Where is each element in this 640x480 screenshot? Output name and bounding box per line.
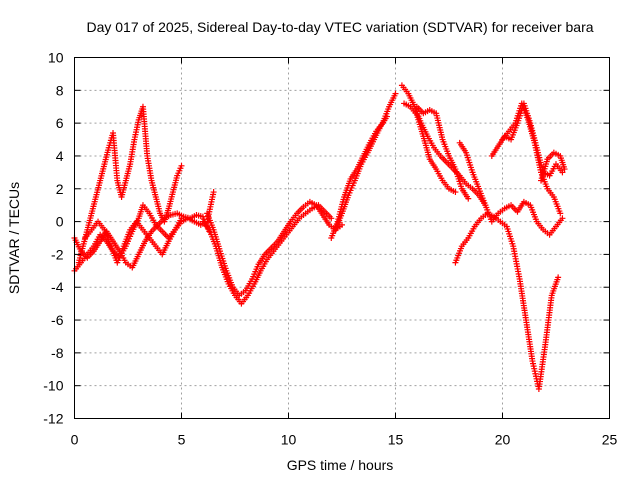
y-tick-label: -8 (51, 345, 64, 361)
x-axis-label: GPS time / hours (287, 457, 394, 473)
series-sat-11 (413, 103, 472, 202)
y-tick-label: -2 (51, 246, 64, 262)
data-point (557, 210, 564, 217)
y-tick-label: 0 (56, 214, 64, 230)
y-tick-label: -10 (43, 378, 63, 394)
chart-title: Day 017 of 2025, Sidereal Day-to-day VTE… (86, 19, 593, 35)
data-point (452, 189, 459, 196)
x-tick-label: 5 (178, 432, 186, 448)
data-point (465, 195, 472, 202)
data-point (561, 166, 568, 173)
data-marks (71, 82, 568, 392)
series-sat-08 (332, 113, 390, 233)
plot-frame (74, 57, 610, 419)
tick-labels: -12 -10 -8 -6 -4 -2 0 2 4 6 8 10 0 5 10 15 20 25 (43, 50, 617, 448)
x-tick-label: 20 (495, 432, 511, 448)
series-sat-10 (401, 100, 459, 196)
series-sat-04 (82, 189, 217, 266)
data-point (383, 113, 390, 120)
y-tick-label: -6 (51, 312, 64, 328)
series-sat-02 (75, 103, 185, 266)
data-point (559, 215, 566, 222)
axis-ticks (74, 57, 610, 419)
series-sat-16 (538, 149, 568, 184)
y-tick-label: 10 (48, 50, 64, 66)
data-point (559, 169, 566, 176)
y-tick-label: 8 (56, 82, 64, 98)
data-point (392, 90, 399, 97)
y-tick-label: 6 (56, 115, 64, 131)
data-point (210, 189, 217, 196)
y-axis-label: SDTVAR / TECUs (6, 182, 22, 294)
y-tick-label: -12 (43, 411, 63, 427)
series-sat-15 (499, 100, 564, 217)
data-point (555, 274, 562, 281)
y-tick-label: -4 (51, 279, 64, 295)
x-tick-label: 0 (71, 432, 79, 448)
series-sat-06 (204, 198, 345, 299)
x-tick-label: 10 (281, 432, 297, 448)
series-sat-12 (452, 210, 562, 392)
data-point (328, 215, 335, 222)
series-sat-13 (456, 139, 566, 238)
x-tick-label: 25 (602, 432, 618, 448)
x-tick-label: 15 (388, 432, 404, 448)
y-tick-label: 4 (56, 148, 64, 164)
y-tick-label: 2 (56, 181, 64, 197)
data-point (178, 162, 185, 169)
